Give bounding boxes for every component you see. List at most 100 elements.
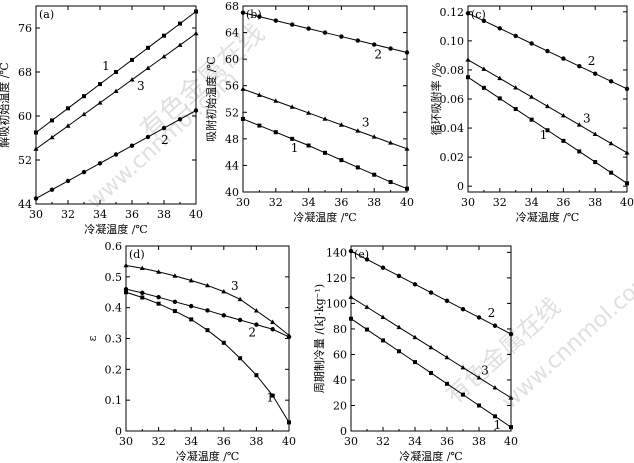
series-label-b-3: 3 bbox=[362, 115, 370, 129]
data-point-d-2-9 bbox=[270, 327, 275, 332]
data-point-c-3-3 bbox=[513, 85, 519, 90]
y-tick-label-b-3: 52 bbox=[225, 106, 239, 119]
series-label-d-2: 2 bbox=[248, 325, 256, 339]
x-axis-label-b: 冷凝温度 /℃ bbox=[293, 210, 357, 224]
data-point-e-3-6 bbox=[444, 354, 450, 360]
x-tick-label-c-0: 30 bbox=[461, 196, 475, 209]
y-tick-label-d-3: 0.3 bbox=[105, 333, 123, 346]
y-tick-label-e-2: 40 bbox=[333, 374, 347, 387]
x-tick-label-e-0: 30 bbox=[344, 435, 358, 448]
x-axis-label-e: 冷凝温度 /℃ bbox=[399, 449, 463, 463]
data-point-d-2-3 bbox=[172, 299, 178, 305]
y-axis-label-a: 解吸初始温度 /℃ bbox=[0, 62, 11, 148]
x-tick-label-a-3: 36 bbox=[125, 208, 139, 221]
data-point-d-1-4 bbox=[189, 317, 194, 322]
y-tick-label-c-5: 0.10 bbox=[440, 35, 465, 48]
data-point-b-2-5 bbox=[322, 30, 328, 35]
panel-label-c: (c) bbox=[471, 8, 486, 21]
data-point-e-1-7 bbox=[461, 392, 465, 397]
data-point-a-3-0 bbox=[33, 146, 39, 151]
data-point-b-3-8 bbox=[371, 134, 377, 139]
x-tick-label-c-5: 40 bbox=[620, 196, 634, 209]
x-axis-label-c: 冷凝温度 /℃ bbox=[516, 210, 580, 224]
watermark-main-1: 有色金属在线 bbox=[135, 19, 271, 146]
y-tick-label-b-6: 64 bbox=[225, 27, 239, 40]
data-point-b-1-9 bbox=[388, 180, 393, 185]
data-point-c-2-10 bbox=[624, 86, 630, 92]
data-point-d-3-0 bbox=[123, 262, 129, 268]
x-tick-label-d-3: 36 bbox=[217, 435, 231, 448]
y-tick-label-a-4: 76 bbox=[18, 22, 32, 35]
data-point-e-1-10 bbox=[509, 425, 513, 430]
data-point-a-3-10 bbox=[193, 30, 199, 36]
data-point-c-1-5 bbox=[545, 128, 550, 133]
data-point-b-1-8 bbox=[372, 172, 377, 177]
data-point-c-2-6 bbox=[561, 56, 566, 61]
data-point-c-1-0 bbox=[466, 75, 470, 80]
data-point-e-2-2 bbox=[380, 265, 386, 270]
data-point-e-3-7 bbox=[460, 364, 466, 370]
data-point-c-3-4 bbox=[529, 94, 535, 99]
data-point-c-1-10 bbox=[625, 181, 629, 186]
data-point-c-2-5 bbox=[545, 48, 550, 54]
data-point-a-1-3 bbox=[82, 94, 86, 99]
y-tick-label-b-7: 68 bbox=[225, 0, 239, 13]
data-point-b-2-4 bbox=[306, 26, 311, 31]
data-point-a-1-5 bbox=[114, 70, 118, 74]
x-tick-label-b-5: 40 bbox=[400, 196, 414, 209]
data-point-c-2-4 bbox=[529, 41, 534, 46]
data-point-b-2-1 bbox=[257, 14, 262, 19]
data-point-d-3-4 bbox=[188, 277, 194, 283]
data-point-e-3-9 bbox=[492, 385, 498, 390]
data-point-d-3-9 bbox=[270, 319, 276, 324]
panel-label-a: (a) bbox=[39, 8, 54, 21]
data-point-b-3-4 bbox=[306, 110, 312, 115]
x-tick-label-c-2: 34 bbox=[525, 196, 539, 209]
data-point-c-3-0 bbox=[465, 57, 471, 62]
x-tick-label-d-5: 40 bbox=[282, 435, 296, 448]
data-point-c-1-2 bbox=[497, 96, 502, 101]
x-tick-label-e-5: 40 bbox=[504, 435, 518, 448]
series-label-d-1: 1 bbox=[266, 390, 274, 404]
data-point-e-3-1 bbox=[364, 304, 370, 309]
y-tick-label-e-6: 120 bbox=[326, 272, 347, 285]
series-label-e-2: 2 bbox=[488, 306, 496, 320]
x-tick-label-c-4: 38 bbox=[588, 196, 602, 209]
data-point-a-1-10 bbox=[194, 9, 198, 14]
data-point-d-2-6 bbox=[221, 313, 226, 318]
data-point-e-1-4 bbox=[413, 360, 417, 365]
data-point-d-2-4 bbox=[189, 303, 194, 309]
x-tick-label-a-1: 32 bbox=[61, 208, 75, 221]
series-label-c-1: 1 bbox=[540, 128, 548, 142]
data-point-a-1-4 bbox=[98, 82, 102, 87]
data-point-b-2-8 bbox=[372, 42, 377, 47]
data-point-d-3-6 bbox=[221, 289, 227, 294]
data-point-b-1-4 bbox=[306, 143, 311, 148]
data-point-b-1-5 bbox=[323, 150, 327, 155]
data-point-b-2-9 bbox=[388, 46, 393, 51]
data-point-e-3-10 bbox=[508, 395, 514, 400]
series-label-e-3: 3 bbox=[481, 364, 489, 378]
data-point-c-3-1 bbox=[481, 66, 487, 71]
data-point-b-3-10 bbox=[404, 146, 410, 151]
data-point-d-3-7 bbox=[237, 296, 243, 302]
data-point-b-3-0 bbox=[240, 86, 246, 91]
x-tick-label-a-4: 38 bbox=[157, 208, 171, 221]
x-tick-label-e-4: 38 bbox=[472, 435, 486, 448]
series-label-d-3: 3 bbox=[231, 279, 239, 293]
data-point-e-3-5 bbox=[428, 344, 434, 350]
data-point-e-2-8 bbox=[476, 315, 482, 320]
x-axis-label-d: 冷凝温度 /℃ bbox=[176, 449, 240, 463]
data-point-c-3-6 bbox=[560, 112, 566, 118]
series-label-a-2: 2 bbox=[161, 133, 169, 147]
data-point-a-1-0 bbox=[34, 130, 38, 135]
data-point-a-3-1 bbox=[49, 134, 55, 140]
y-axis-label-d: ε bbox=[86, 335, 99, 341]
data-point-b-3-9 bbox=[388, 140, 394, 145]
y-axis-label-e: 周期制冷量 /(kJ·kg⁻¹) bbox=[313, 284, 326, 393]
data-point-d-3-1 bbox=[139, 265, 145, 270]
y-tick-label-b-0: 40 bbox=[225, 186, 239, 199]
x-tick-label-d-4: 38 bbox=[249, 435, 263, 448]
x-tick-label-a-2: 34 bbox=[93, 208, 107, 221]
